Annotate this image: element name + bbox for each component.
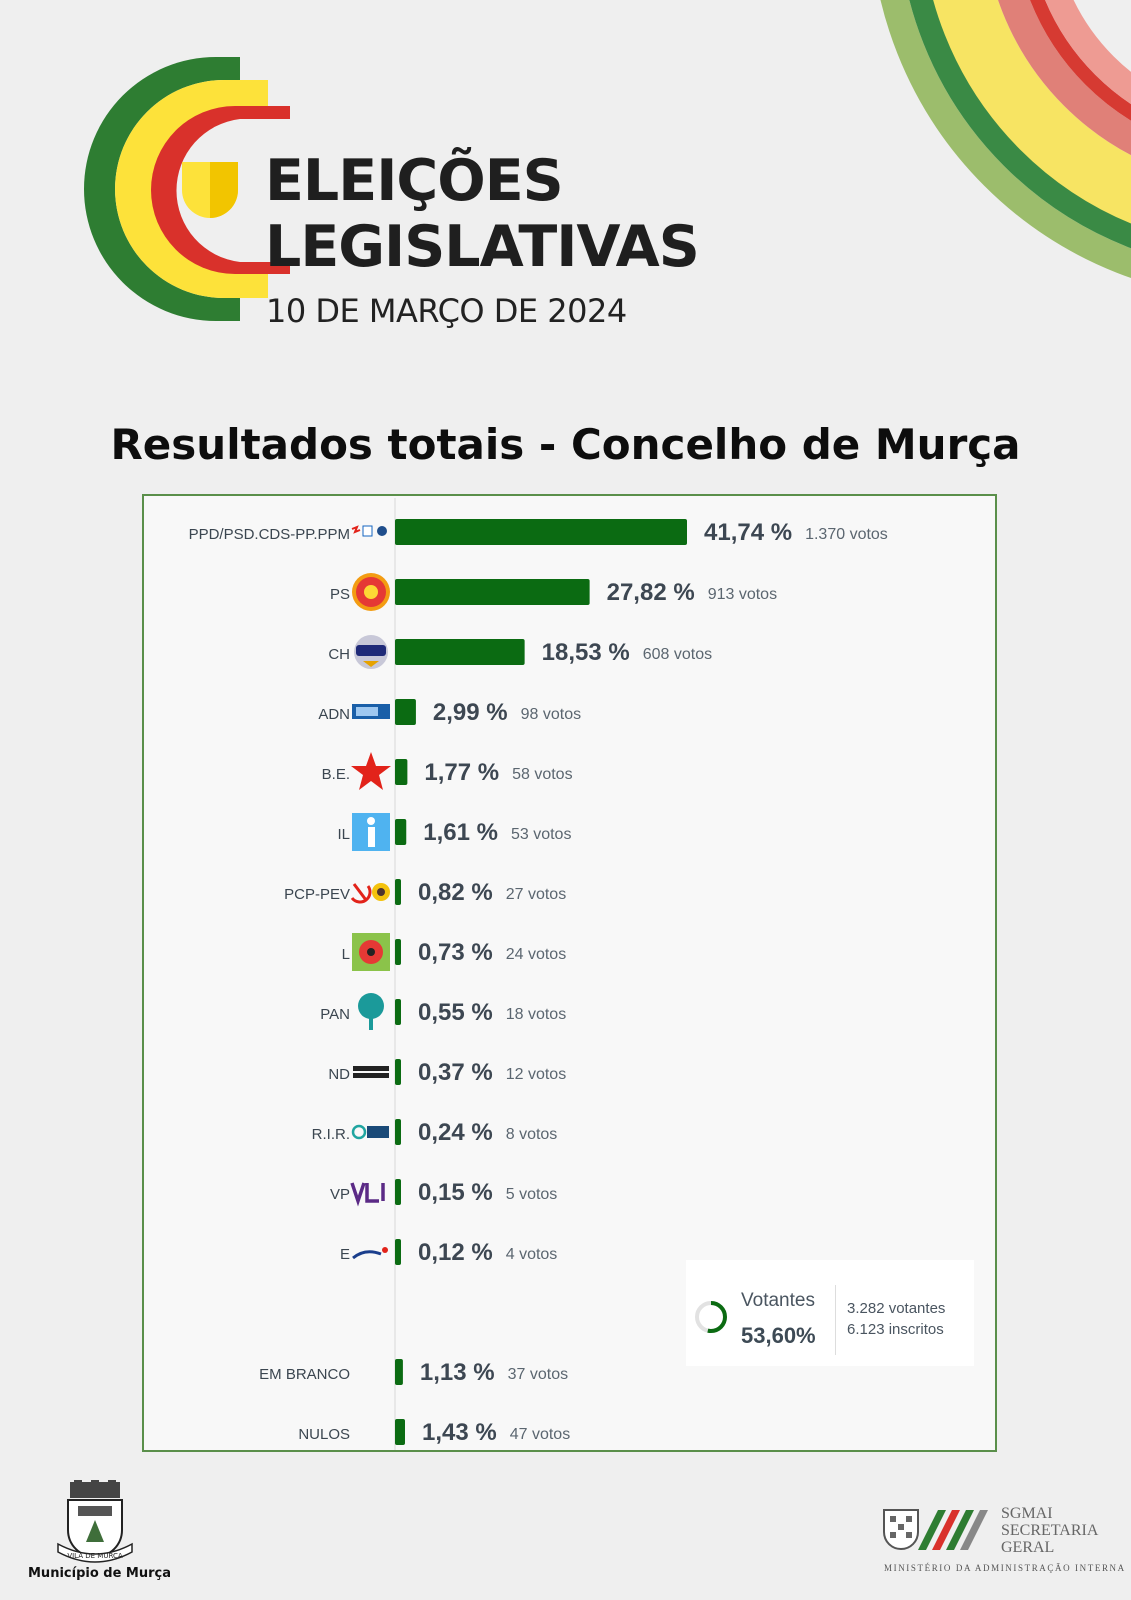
logo-title-line2: LEGISLATIVAS: [265, 214, 700, 280]
be-star-icon: [351, 752, 391, 790]
il-logo-icon: [352, 813, 390, 851]
votes-label: 47 votos: [510, 1426, 570, 1443]
bar-0: [395, 519, 687, 545]
page-title: Resultados totais - Concelho de Murça: [110, 420, 1021, 469]
category-label: NULOS: [298, 1426, 350, 1443]
bar-1: [395, 579, 590, 605]
category-label: PS: [330, 586, 350, 603]
category-label: EM BRANCO: [259, 1366, 350, 1383]
ps-fist-rose-icon: [352, 573, 390, 611]
sgmai-logo-icon: [883, 1509, 988, 1550]
category-label: E: [340, 1246, 350, 1263]
inscritos-count: 6.123 inscritos: [847, 1321, 944, 1338]
turnout-ring-icon: [695, 1301, 727, 1333]
category-label: B.E.: [322, 766, 350, 783]
rir-logo-icon: [351, 1124, 389, 1140]
votes-label: 27 votos: [506, 886, 566, 903]
votes-label: 24 votos: [506, 946, 566, 963]
pan-tree-icon: [358, 993, 384, 1030]
chega-logo-icon: [354, 635, 388, 669]
value-label: 0,37 %: [418, 1059, 493, 1086]
bar-14: [395, 1419, 406, 1445]
value-label: 1,43 %: [422, 1419, 497, 1446]
votes-label: 53 votos: [511, 826, 571, 843]
value-label: 1,77 %: [424, 759, 499, 786]
bar-13: [395, 1359, 403, 1385]
volt-logo-icon: [350, 1182, 385, 1207]
results-panel: PPD/PSD.CDS-PP.PPM 41,74 % 1.370 votos PS 27…: [142, 494, 997, 1452]
votes-label: 58 votos: [512, 766, 572, 783]
value-label: 27,82 %: [607, 579, 695, 606]
livre-poppy-icon: [352, 933, 390, 971]
value-label: 0,82 %: [418, 879, 493, 906]
value-label: 41,74 %: [704, 519, 792, 546]
logo-title: ELEIÇÕES LEGISLATIVAS: [265, 148, 700, 280]
votes-label: 37 votos: [508, 1366, 568, 1383]
votantes-count: 3.282 votantes: [847, 1300, 946, 1317]
value-label: 1,13 %: [420, 1359, 495, 1386]
bar-8: [395, 999, 401, 1025]
category-label: IL: [337, 826, 350, 843]
category-label: ND: [328, 1066, 350, 1083]
adn-logo-icon: [352, 704, 390, 719]
results-bar-chart: PPD/PSD.CDS-PP.PPM 41,74 % 1.370 votos PS 27…: [189, 498, 888, 1450]
value-label: 0,12 %: [418, 1239, 493, 1266]
value-label: 0,55 %: [418, 999, 493, 1026]
elections-logo-emblem: [84, 57, 290, 321]
sgmai-name: SGMAI: [1001, 1505, 1053, 1522]
value-label: 1,61 %: [423, 819, 498, 846]
bar-4: [395, 759, 408, 785]
bar-7: [395, 939, 401, 965]
turnout-label: Votantes: [741, 1290, 815, 1311]
votes-label: 913 votos: [708, 586, 777, 603]
bar-11: [395, 1179, 401, 1205]
turnout-divider: [835, 1285, 836, 1355]
votes-label: 98 votos: [521, 706, 581, 723]
nova-direita-logo-icon: [353, 1066, 389, 1078]
sgmai-secretaria: SECRETARIA: [1001, 1522, 1099, 1539]
bar-12: [395, 1239, 401, 1265]
value-label: 18,53 %: [542, 639, 630, 666]
category-label: PPD/PSD.CDS-PP.PPM: [189, 526, 350, 543]
value-label: 0,15 %: [418, 1179, 493, 1206]
sgmai-geral: GERAL: [1001, 1539, 1055, 1556]
logo-date: 10 DE MARÇO DE 2024: [266, 292, 627, 330]
bar-9: [395, 1059, 401, 1085]
votes-label: 12 votos: [506, 1066, 566, 1083]
votes-label: 8 votos: [506, 1126, 558, 1143]
ad-logo-icon: [351, 525, 387, 537]
votes-label: 4 votos: [506, 1246, 558, 1263]
crest-ribbon-text: VILA DE MURÇA: [67, 1552, 123, 1560]
turnout-percent: 53,60%: [741, 1323, 816, 1348]
municipio-label: Município de Murça: [28, 1566, 172, 1581]
category-label: R.I.R.: [312, 1126, 350, 1143]
municipio-crest-icon: VILA DE MURÇA: [57, 1480, 133, 1563]
value-label: 0,73 %: [418, 939, 493, 966]
bar-10: [395, 1119, 401, 1145]
votes-label: 18 votos: [506, 1006, 566, 1023]
ministry-name: MINISTÉRIO DA ADMINISTRAÇÃO INTERNA: [884, 1563, 1126, 1573]
bar-6: [395, 879, 401, 905]
category-label: ADN: [318, 706, 350, 723]
turnout-box: Votantes 53,60% 3.282 votantes 6.123 ins…: [686, 1260, 974, 1366]
bar-3: [395, 699, 416, 725]
category-label: VP: [330, 1186, 350, 1203]
value-label: 2,99 %: [433, 699, 508, 726]
category-label: PAN: [320, 1006, 350, 1023]
value-label: 0,24 %: [418, 1119, 493, 1146]
pcp-pev-hammer-sickle-sunflower-icon: [350, 883, 390, 904]
bar-2: [395, 639, 525, 665]
category-label: CH: [328, 646, 350, 663]
votes-label: 608 votos: [643, 646, 712, 663]
ergue-te-logo-icon: [352, 1247, 388, 1260]
bar-5: [395, 819, 407, 845]
logo-title-line1: ELEIÇÕES: [265, 148, 564, 214]
votes-label: 5 votos: [506, 1186, 558, 1203]
votes-label: 1.370 votos: [805, 526, 888, 543]
category-label: L: [342, 946, 350, 963]
category-label: PCP-PEV: [284, 886, 350, 903]
